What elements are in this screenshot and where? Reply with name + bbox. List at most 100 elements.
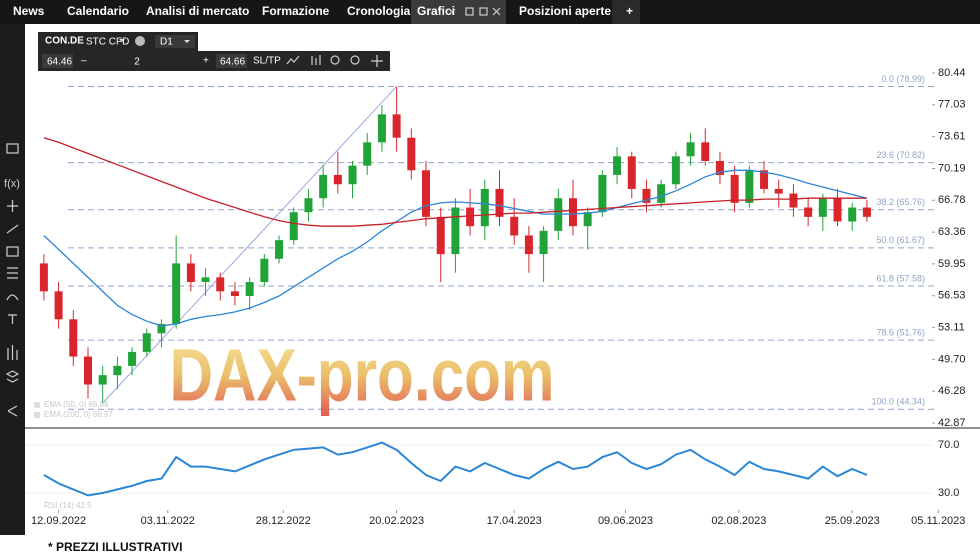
tab-dropdown[interactable] bbox=[448, 8, 456, 13]
fib-label: 38.2 (65.76) bbox=[876, 197, 925, 207]
candle-body bbox=[275, 240, 284, 259]
tab[interactable]: + bbox=[626, 4, 633, 18]
candle-body bbox=[113, 365, 122, 376]
timeframe-box[interactable] bbox=[155, 35, 195, 48]
rsi-line bbox=[43, 441, 868, 497]
candle-body bbox=[451, 207, 460, 255]
tool-rect[interactable] bbox=[6, 246, 19, 257]
candle-body bbox=[701, 142, 710, 161]
x-tick-label: 17.04.2023 bbox=[487, 515, 542, 527]
sell-price[interactable]: 64.46 bbox=[47, 57, 72, 68]
add-tab-bg bbox=[612, 0, 640, 24]
y-tick-label: 53.11 bbox=[938, 321, 965, 333]
legend-swatch bbox=[34, 412, 40, 418]
candle-body bbox=[363, 142, 372, 166]
plus[interactable]: + bbox=[203, 56, 209, 67]
fib-label: 78.6 (51.76) bbox=[876, 328, 925, 338]
tab-maximize[interactable] bbox=[479, 7, 488, 16]
tab-close[interactable] bbox=[492, 7, 501, 16]
symbol[interactable]: CON.DE bbox=[45, 36, 84, 47]
timeframe[interactable]: D1 bbox=[160, 37, 173, 48]
tool-bars[interactable] bbox=[311, 55, 321, 65]
sltp[interactable]: SL/TP bbox=[253, 56, 281, 67]
x-tick-label: 02.08.2023 bbox=[711, 515, 766, 527]
x-tick-label: 05.11.2023 bbox=[911, 515, 965, 527]
candle-body bbox=[715, 160, 724, 175]
tool-fib[interactable] bbox=[7, 267, 18, 279]
y-tick-label: 49.70 bbox=[938, 353, 966, 365]
tool-display[interactable] bbox=[6, 143, 19, 154]
tab[interactable]: Calendario bbox=[67, 4, 129, 18]
candle-body bbox=[377, 114, 386, 143]
fib-label: 61.8 (57.58) bbox=[876, 273, 925, 283]
candle-body bbox=[862, 207, 871, 217]
tab-popout[interactable] bbox=[465, 7, 474, 16]
instrument-type: STC CFD bbox=[86, 37, 129, 48]
candle-body bbox=[774, 188, 783, 194]
ema-line bbox=[43, 137, 867, 227]
sell-box[interactable] bbox=[42, 54, 73, 68]
y-tick-label: 63.36 bbox=[938, 226, 966, 238]
candle-body bbox=[730, 174, 739, 203]
candle-body bbox=[568, 198, 577, 227]
zoom-out[interactable] bbox=[350, 55, 360, 65]
candle-body bbox=[510, 216, 519, 236]
zoom-in[interactable] bbox=[330, 55, 340, 65]
candle-body bbox=[642, 188, 651, 203]
candle-body bbox=[539, 230, 548, 255]
active-tab-bg bbox=[411, 0, 506, 24]
candle-body bbox=[745, 170, 754, 203]
candle-body bbox=[583, 212, 592, 227]
tool-layers[interactable] bbox=[7, 345, 18, 360]
tool-trend[interactable] bbox=[286, 55, 300, 65]
candle-body bbox=[142, 333, 151, 352]
x-tick-label: 12.09.2022 bbox=[31, 515, 86, 527]
candle-body bbox=[480, 188, 489, 227]
sidebar bbox=[0, 24, 25, 535]
y-tick-label: 42.87 bbox=[938, 417, 966, 429]
tab[interactable]: Cronologia bbox=[347, 4, 411, 18]
y-tick-label: 73.61 bbox=[938, 131, 966, 143]
legend-swatch bbox=[34, 402, 40, 408]
buy-price[interactable]: 64.66 bbox=[220, 57, 245, 68]
timeframe-dropdown[interactable] bbox=[184, 40, 190, 43]
tool-share[interactable] bbox=[7, 405, 18, 417]
tool-text[interactable] bbox=[8, 314, 17, 324]
candle-body bbox=[201, 277, 210, 283]
candle-body bbox=[613, 156, 622, 175]
candle-body bbox=[760, 170, 769, 189]
tool-curve[interactable] bbox=[6, 294, 19, 301]
tool-crosshair[interactable] bbox=[7, 200, 18, 212]
x-tick-label: 20.02.2023 bbox=[369, 515, 424, 527]
fib-label: 23.6 (70.82) bbox=[876, 150, 925, 160]
symbol-dropdown[interactable] bbox=[119, 39, 125, 42]
tab[interactable]: Grafici bbox=[417, 4, 455, 18]
rsi-label: RSI (14) 42.5 bbox=[44, 501, 92, 510]
tool-indicators[interactable]: f(x) bbox=[4, 178, 20, 190]
quantity[interactable]: 2 bbox=[134, 57, 140, 68]
minus[interactable]: – bbox=[81, 56, 87, 67]
buy-box[interactable] bbox=[216, 54, 247, 68]
candle-body bbox=[333, 174, 342, 185]
x-tick-label: 03.11.2022 bbox=[141, 515, 195, 527]
tool-stack[interactable] bbox=[5, 370, 20, 383]
y-tick-label: 80.44 bbox=[938, 67, 966, 79]
tab[interactable]: Formazione bbox=[262, 4, 330, 18]
candle-body bbox=[289, 212, 298, 241]
candle-body bbox=[657, 184, 666, 203]
tool-line[interactable] bbox=[6, 224, 19, 234]
rsi-tick-label: 30.0 bbox=[938, 487, 959, 499]
tabs: News Calendario Analisi di mercato Formazio… bbox=[13, 4, 633, 18]
chart: 0.0 (78.99) 23.6 (70.82) 38.2 (65.76) 50.0 … bbox=[25, 67, 966, 527]
tab[interactable]: News bbox=[13, 4, 45, 18]
info-icon[interactable] bbox=[135, 36, 145, 46]
candle-body bbox=[524, 235, 533, 255]
move[interactable] bbox=[371, 55, 383, 67]
tab[interactable]: Analisi di mercato bbox=[146, 4, 249, 18]
fib-label: 0.0 (78.99) bbox=[881, 74, 925, 84]
candle-body bbox=[304, 198, 313, 213]
tab[interactable]: Posizioni aperte bbox=[519, 4, 611, 18]
candle-body bbox=[172, 263, 181, 324]
candle-body bbox=[348, 165, 357, 185]
